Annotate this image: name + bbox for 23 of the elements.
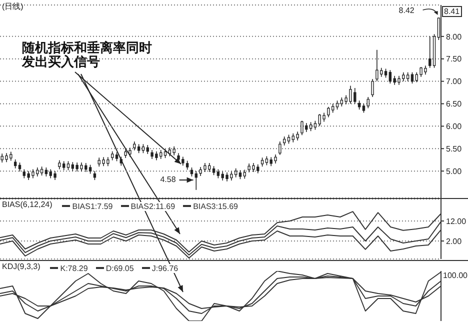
chart-title: BIAS(6,12,24): [2, 200, 52, 209]
legend-label: BIAS3:15.69: [183, 202, 238, 210]
y-tick-label: 8.00: [446, 32, 462, 42]
y-tick-label: 2.00: [446, 236, 462, 246]
text: 8.41: [442, 6, 462, 17]
y-tick-label: 6.50: [446, 100, 462, 109]
chart-title: KDJ(9,3,3): [2, 262, 40, 271]
legend-label: K:78.29: [50, 264, 88, 272]
legend-label: D:69.05: [96, 264, 134, 272]
chart-title: (日线): [2, 1, 24, 12]
y-tick-label: 6.00: [446, 122, 462, 132]
legend-label: J:96.76: [142, 264, 178, 272]
annotation: 8.42: [398, 6, 414, 15]
y-tick-label: 5.50: [446, 144, 462, 154]
annotation: 4.58: [160, 175, 176, 184]
annotation: 100.00: [443, 271, 468, 280]
y-tick-label: 12.00: [446, 216, 467, 226]
y-tick-label: 5.00: [446, 166, 462, 176]
y-tick-label: 7.00: [446, 77, 462, 86]
y-tick-label: 7.50: [446, 54, 462, 64]
legend-label: BIAS2:11.69: [120, 202, 176, 210]
legend-label: BIAS1:7.59: [62, 202, 113, 210]
annotation: 随机指标和垂离率同时发出买入信号: [22, 40, 153, 69]
